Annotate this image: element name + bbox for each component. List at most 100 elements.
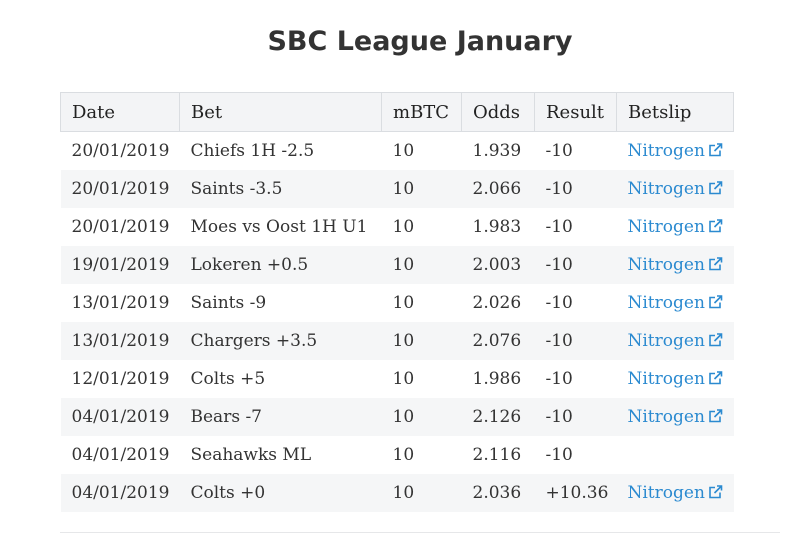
betslip-link-label: Nitrogen [627,141,705,161]
table-body: 20/01/2019 Chiefs 1H -2.5 10 1.939 -10 Nitrog… [60,132,734,512]
cell-bet: Moes vs Oost 1H U1 [190,217,368,237]
table-row: 13/01/2019 Chargers +3.5 10 2.076 -10 Nitroge… [60,322,734,360]
cell-result: -10 [534,398,617,436]
table-row: 12/01/2019 Colts +5 10 1.986 -10 Nitrogen [61,360,734,398]
betslip-link[interactable]: Nitrogen [628,293,723,313]
cell-result: -10 [545,217,573,237]
footer-divider [60,532,780,533]
header-mbtc: mBTC [381,92,462,132]
cell-result: -10 [545,369,573,389]
cell-betslip: Nitrogen [616,322,734,360]
cell-bet: Lokeren +0.5 [179,246,382,284]
cell-betslip: Nitrogen [616,170,734,208]
betslip-link-label: Nitrogen [627,217,705,237]
cell-bet: Saints -9 [190,293,267,313]
header-odds: Odds [461,92,535,132]
cell-odds: 1.983 [472,217,522,237]
cell-odds: 2.116 [472,445,522,465]
cell-betslip [617,436,734,474]
betslip-link[interactable]: Nitrogen [628,407,723,427]
betslip-link[interactable]: Nitrogen [628,369,723,389]
table-row: 20/01/2019 Moes vs Oost 1H U1 10 1.983 -10 Ni… [61,208,734,246]
cell-mbtc: 10 [381,322,462,360]
cell-date: 04/01/2019 [60,474,180,512]
cell-mbtc: 10 [381,246,462,284]
cell-result: -10 [534,170,617,208]
cell-mbtc: 10 [381,170,462,208]
cell-bet: Seahawks ML [190,445,312,465]
betslip-link-label: Nitrogen [627,179,705,199]
table-row: 20/01/2019 Chiefs 1H -2.5 10 1.939 -10 Nitrog… [61,132,734,171]
cell-bet: Chiefs 1H -2.5 [190,141,315,161]
betslip-link-label: Nitrogen [627,483,705,503]
cell-betslip: Nitrogen [616,398,734,436]
table-row: 19/01/2019 Lokeren +0.5 10 2.003 -10 Nitrogen [60,246,734,284]
betslip-link[interactable]: Nitrogen [628,483,723,503]
cell-betslip: Nitrogen [616,474,734,512]
cell-bet: Bears -7 [179,398,382,436]
cell-odds: 2.126 [461,398,535,436]
betslip-link-label: Nitrogen [627,331,705,351]
table-row: 04/01/2019 Bears -7 10 2.126 -10 Nitrogen [60,398,734,436]
cell-betslip: Nitrogen [617,360,734,398]
betslip-link-label: Nitrogen [627,369,705,389]
betslip-link[interactable]: Nitrogen [628,331,723,351]
cell-mbtc: 10 [392,141,415,161]
external-link-icon [709,485,723,499]
cell-betslip: Nitrogen [617,284,734,322]
header-row: Date Bet mBTC Odds Result Betslip [60,92,734,132]
table-row: 04/01/2019 Seahawks ML 10 2.116 -10 [61,436,734,474]
cell-result: -10 [534,322,617,360]
cell-odds: 2.003 [461,246,535,284]
external-link-icon [709,219,723,233]
cell-odds: 2.066 [461,170,535,208]
cell-betslip: Nitrogen [617,208,734,246]
cell-result: -10 [545,141,573,161]
cell-odds: 1.939 [472,141,522,161]
external-link-icon [709,257,723,271]
cell-date: 20/01/2019 [60,170,180,208]
cell-betslip: Nitrogen [617,132,734,171]
header-result: Result [534,92,617,132]
table-row: 13/01/2019 Saints -9 10 2.026 -10 Nitrogen [61,284,734,322]
cell-odds: 2.036 [461,474,535,512]
table-row: 04/01/2019 Colts +0 10 2.036 +10.36 Nitrogen [60,474,734,512]
cell-mbtc: 10 [392,293,415,313]
cell-date: 12/01/2019 [71,369,170,389]
table-header: Date Bet mBTC Odds Result Betslip [60,92,734,132]
header-betslip: Betslip [616,92,734,132]
cell-result: -10 [545,445,573,465]
cell-odds: 2.026 [472,293,522,313]
cell-bet: Colts +0 [179,474,382,512]
cell-mbtc: 10 [392,445,415,465]
cell-odds: 2.076 [461,322,535,360]
betslip-link[interactable]: Nitrogen [628,179,723,199]
cell-date: 19/01/2019 [60,246,180,284]
betslip-link[interactable]: Nitrogen [628,255,723,275]
external-link-icon [709,143,723,157]
cell-date: 04/01/2019 [71,445,170,465]
cell-date: 20/01/2019 [71,141,170,161]
external-link-icon [709,333,723,347]
cell-date: 20/01/2019 [71,217,170,237]
external-link-icon [709,181,723,195]
cell-date: 13/01/2019 [71,293,170,313]
cell-date: 04/01/2019 [60,398,180,436]
external-link-icon [709,295,723,309]
cell-mbtc: 10 [381,474,462,512]
betslip-link-label: Nitrogen [627,255,705,275]
betslip-link[interactable]: Nitrogen [628,217,723,237]
cell-mbtc: 10 [381,398,462,436]
cell-odds: 1.986 [472,369,522,389]
cell-result: -10 [534,246,617,284]
external-link-icon [709,409,723,423]
page-title: SBC League January [267,26,573,57]
betslip-link[interactable]: Nitrogen [628,141,723,161]
bets-table: Date Bet mBTC Odds Result Betslip 20/01/… [60,92,734,512]
cell-result: -10 [545,293,573,313]
cell-betslip: Nitrogen [616,246,734,284]
cell-bet: Saints -3.5 [179,170,382,208]
cell-mbtc: 10 [392,217,415,237]
cell-date: 13/01/2019 [60,322,180,360]
cell-bet: Chargers +3.5 [179,322,382,360]
